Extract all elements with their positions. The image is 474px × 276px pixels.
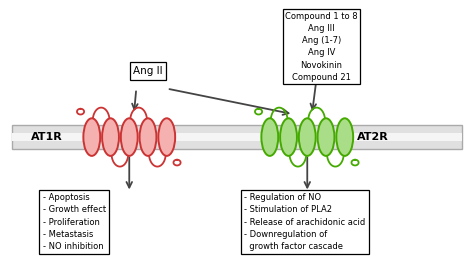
Text: AT1R: AT1R xyxy=(31,132,63,142)
Ellipse shape xyxy=(121,118,137,156)
FancyBboxPatch shape xyxy=(12,134,462,141)
FancyBboxPatch shape xyxy=(12,125,462,149)
Ellipse shape xyxy=(280,118,297,156)
Ellipse shape xyxy=(139,118,156,156)
Ellipse shape xyxy=(318,118,335,156)
Text: - Apoptosis
- Growth effect
- Proliferation
- Metastasis
- NO inhibition: - Apoptosis - Growth effect - Proliferat… xyxy=(43,193,106,251)
Ellipse shape xyxy=(158,118,175,156)
Text: Compound 1 to 8
Ang III
Ang (1-7)
Ang IV
Novokinin
Compound 21: Compound 1 to 8 Ang III Ang (1-7) Ang IV… xyxy=(285,12,357,82)
Text: Ang II: Ang II xyxy=(133,66,163,76)
Ellipse shape xyxy=(83,118,100,156)
Ellipse shape xyxy=(337,118,353,156)
Ellipse shape xyxy=(299,118,316,156)
Ellipse shape xyxy=(261,118,278,156)
Text: AT2R: AT2R xyxy=(356,132,388,142)
Text: - Regulation of NO
- Stimulation of PLA2
- Release of arachidonic acid
- Downreg: - Regulation of NO - Stimulation of PLA2… xyxy=(244,193,365,251)
Ellipse shape xyxy=(102,118,119,156)
